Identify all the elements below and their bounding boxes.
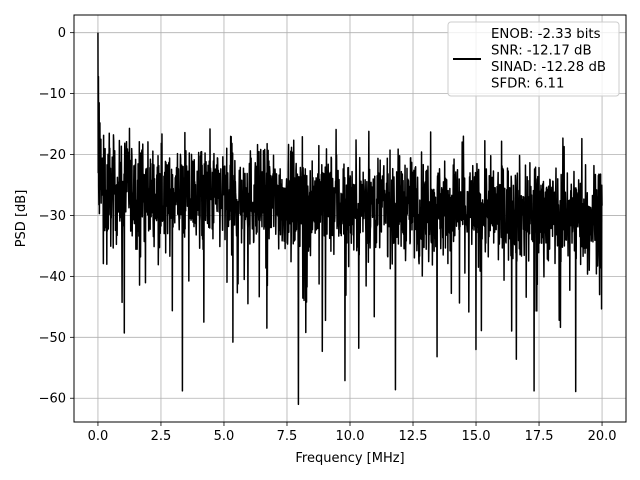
y-axis-ticks: 0 −10 −20 −30 −40 −50 −60: [39, 26, 74, 407]
y-tick-label: −60: [39, 392, 66, 407]
y-tick-label: −50: [39, 331, 66, 346]
x-tick-label: 0.0: [88, 429, 109, 444]
y-tick-label: −10: [39, 87, 66, 102]
x-tick-label: 15.0: [462, 429, 491, 444]
y-tick-label: −30: [39, 209, 66, 224]
x-axis-ticks: 0.0 2.5 5.0 7.5 10.0 12.5 15.0 17.5 20.0: [88, 422, 617, 444]
legend-entry-snr: SNR: -12.17 dB: [491, 44, 592, 59]
legend: ENOB: -2.33 bits SNR: -12.17 dB SINAD: -…: [447, 21, 620, 97]
legend-entry-enob: ENOB: -2.33 bits: [491, 27, 601, 42]
legend-box: [447, 21, 620, 97]
x-tick-label: 20.0: [588, 429, 617, 444]
legend-entry-sinad: SINAD: -12.28 dB: [491, 60, 606, 75]
series-layer: [97, 32, 603, 406]
y-tick-label: −40: [39, 270, 66, 285]
y-tick-label: 0: [58, 26, 66, 41]
x-tick-label: 2.5: [151, 429, 172, 444]
x-tick-label: 7.5: [277, 429, 298, 444]
x-axis-label: Frequency [MHz]: [295, 451, 404, 466]
x-tick-label: 17.5: [525, 429, 554, 444]
y-axis-label: PSD [dB]: [14, 190, 29, 248]
x-tick-label: 5.0: [214, 429, 235, 444]
x-tick-label: 10.0: [336, 429, 365, 444]
x-tick-label: 12.5: [399, 429, 428, 444]
psd-series-line: [97, 32, 603, 406]
y-tick-label: −20: [39, 148, 66, 163]
legend-entry-sfdr: SFDR: 6.11: [491, 77, 564, 92]
